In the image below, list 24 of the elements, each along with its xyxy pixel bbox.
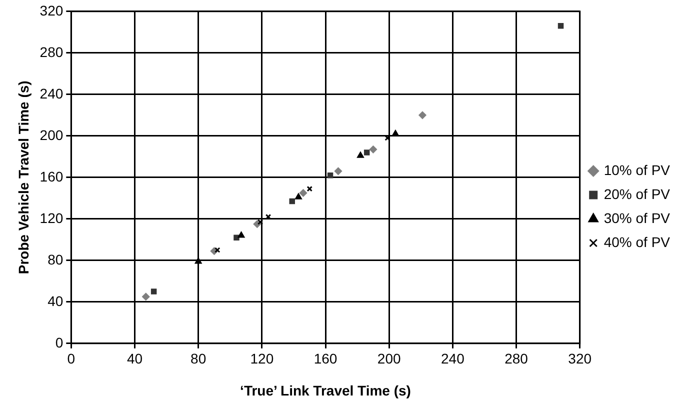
y-tick-label: 160	[40, 168, 64, 184]
x-tick-label: 80	[190, 350, 206, 367]
x-tick-label: 40	[126, 350, 143, 367]
y-tick-label: 280	[40, 44, 64, 60]
y-tick-label: 0	[55, 334, 64, 350]
x-tick-label: 240	[440, 350, 465, 367]
y-tick-label: 80	[48, 251, 64, 268]
legend-label: 30% of PV	[604, 210, 671, 226]
y-tick-label: 240	[40, 85, 64, 102]
x-tick-label: 280	[504, 350, 528, 367]
legend-label: 40% of PV	[604, 234, 671, 250]
x-tick-label: 320	[568, 350, 592, 367]
y-tick-label: 40	[48, 292, 64, 309]
x-axis-title: ‘True’ Link Travel Time (s)	[240, 382, 411, 398]
y-tick-label: 200	[40, 126, 64, 143]
x-tick-label: 0	[67, 350, 76, 367]
y-tick-label: 320	[40, 2, 64, 18]
y-tick-label: 120	[40, 210, 64, 226]
legend-label: 10% of PV	[604, 162, 671, 178]
x-tick-label: 120	[250, 350, 274, 367]
y-axis-title: Probe Vehicle Travel Time (s)	[15, 80, 32, 274]
legend-label: 20% of PV	[604, 186, 671, 202]
x-tick-label: 160	[314, 350, 338, 367]
x-tick-label: 200	[377, 350, 401, 367]
